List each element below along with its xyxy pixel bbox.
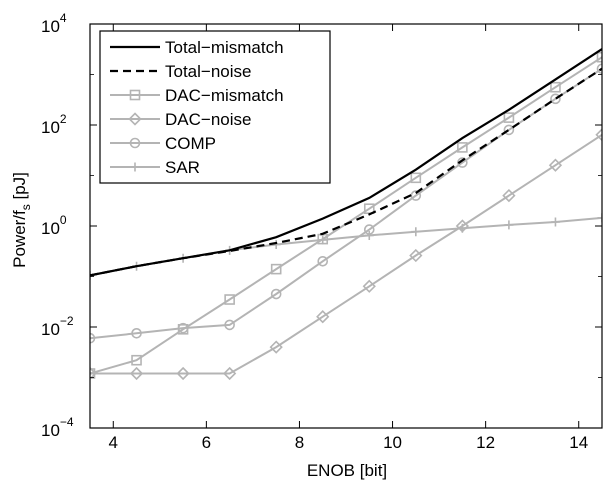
legend-label-comp: COMP	[165, 134, 216, 153]
series-line-total-mismatch	[90, 48, 602, 277]
legend-marker-comp	[129, 137, 141, 149]
legend-entry-total-noise: Total−noise	[110, 62, 251, 81]
legend-label-dac-noise: DAC−noise	[165, 110, 251, 129]
legend-entry-dac-noise: DAC−noise	[110, 110, 251, 129]
y-tick-label-exponent: 4	[60, 11, 67, 25]
data-point-dac-noise	[502, 188, 516, 203]
legend-label-total-mismatch: Total−mismatch	[165, 38, 284, 57]
data-point-dac-noise	[176, 366, 190, 381]
legend-entry-sar: SAR	[110, 158, 200, 177]
x-tick-label: 6	[202, 433, 211, 452]
y-tick-label: 10−4	[41, 415, 74, 440]
data-point-comp	[177, 322, 189, 334]
y-tick-label: 100	[41, 213, 67, 238]
x-tick-label: 12	[476, 433, 495, 452]
data-point-sar	[364, 230, 374, 240]
data-point-dac-mismatch	[596, 51, 602, 63]
data-point-dac-noise	[362, 279, 376, 293]
y-axis-label: Power/fs [pJ]	[10, 172, 33, 268]
y-tick-label-exponent: 0	[60, 213, 67, 227]
y-tick-label: 10−2	[41, 314, 74, 339]
data-point-comp	[270, 288, 282, 300]
legend-label-dac-mismatch: DAC−mismatch	[165, 86, 284, 105]
x-tick-label: 4	[109, 433, 118, 452]
x-axis-label: ENOB [bit]	[307, 461, 387, 480]
legend: Total−mismatch Total−noise DAC−mismatch DAC…	[99, 30, 331, 184]
data-point-dac-mismatch	[457, 142, 468, 153]
y-tick-label-exponent: 2	[60, 112, 67, 126]
y-tick-label-base: 10	[41, 219, 60, 238]
y-tick-label-base: 10	[41, 320, 60, 339]
x-tick-label: 14	[569, 433, 588, 452]
series-dac-noise	[90, 128, 602, 381]
data-point-dac-noise	[595, 128, 602, 142]
data-point-dac-mismatch	[270, 263, 282, 275]
legend-label-sar: SAR	[165, 158, 200, 177]
y-tick-label: 104	[41, 11, 67, 36]
data-point-comp	[317, 255, 329, 267]
data-point-comp	[596, 63, 602, 75]
data-point-dac-noise	[223, 366, 237, 381]
data-point-sar	[597, 213, 602, 223]
y-tick-label: 102	[41, 112, 67, 137]
data-point-dac-mismatch	[224, 294, 235, 305]
legend-marker-dac-mismatch	[129, 89, 141, 101]
y-tick-label-base: 10	[41, 421, 60, 440]
data-point-comp	[224, 319, 235, 331]
series-line-dac-noise	[90, 133, 602, 375]
data-point-dac-noise	[548, 158, 563, 172]
legend-entry-total-mismatch: Total−mismatch	[110, 38, 284, 57]
data-point-dac-mismatch	[131, 354, 142, 366]
data-point-dac-noise	[269, 340, 283, 354]
legend-entry-comp: COMP	[110, 134, 216, 153]
legend-marker-dac-noise	[128, 112, 142, 126]
data-point-comp	[90, 332, 96, 344]
data-point-sar	[504, 220, 514, 230]
legend-marker-sar	[130, 162, 140, 172]
data-point-sar	[318, 235, 328, 245]
data-point-dac-noise	[129, 366, 144, 381]
y-axis-label-sub: s	[19, 204, 33, 210]
data-point-comp	[503, 124, 515, 136]
legend-box	[99, 30, 331, 184]
legend-label-total-noise: Total−noise	[165, 62, 251, 81]
series-total-noise	[90, 67, 602, 277]
x-tick-label: 10	[383, 433, 402, 452]
data-point-comp	[457, 157, 468, 168]
data-point-sar	[550, 217, 560, 227]
data-point-sar	[457, 223, 467, 233]
data-point-dac-noise	[90, 366, 97, 381]
data-point-sar	[411, 227, 421, 237]
y-tick-label-base: 10	[41, 17, 60, 36]
series-total-mismatch	[90, 48, 602, 277]
y-axis-label-main: Power/f	[10, 210, 29, 268]
y-tick-label-exponent: −2	[60, 314, 74, 328]
y-tick-label-base: 10	[41, 118, 60, 137]
y-axis-label-unit: [pJ]	[10, 172, 29, 204]
legend-entry-dac-mismatch: DAC−mismatch	[110, 86, 284, 105]
data-point-dac-noise	[316, 310, 330, 324]
data-point-comp	[550, 93, 561, 105]
series-line-total-noise	[90, 67, 602, 277]
data-point-comp	[131, 328, 142, 339]
y-tick-label-exponent: −4	[60, 415, 74, 429]
data-point-dac-noise	[409, 248, 423, 263]
x-tick-label: 8	[295, 433, 304, 452]
data-point-dac-mismatch	[503, 112, 515, 123]
data-point-dac-mismatch	[550, 81, 561, 93]
plot-area	[90, 48, 602, 381]
data-point-dac-mismatch	[410, 172, 422, 184]
